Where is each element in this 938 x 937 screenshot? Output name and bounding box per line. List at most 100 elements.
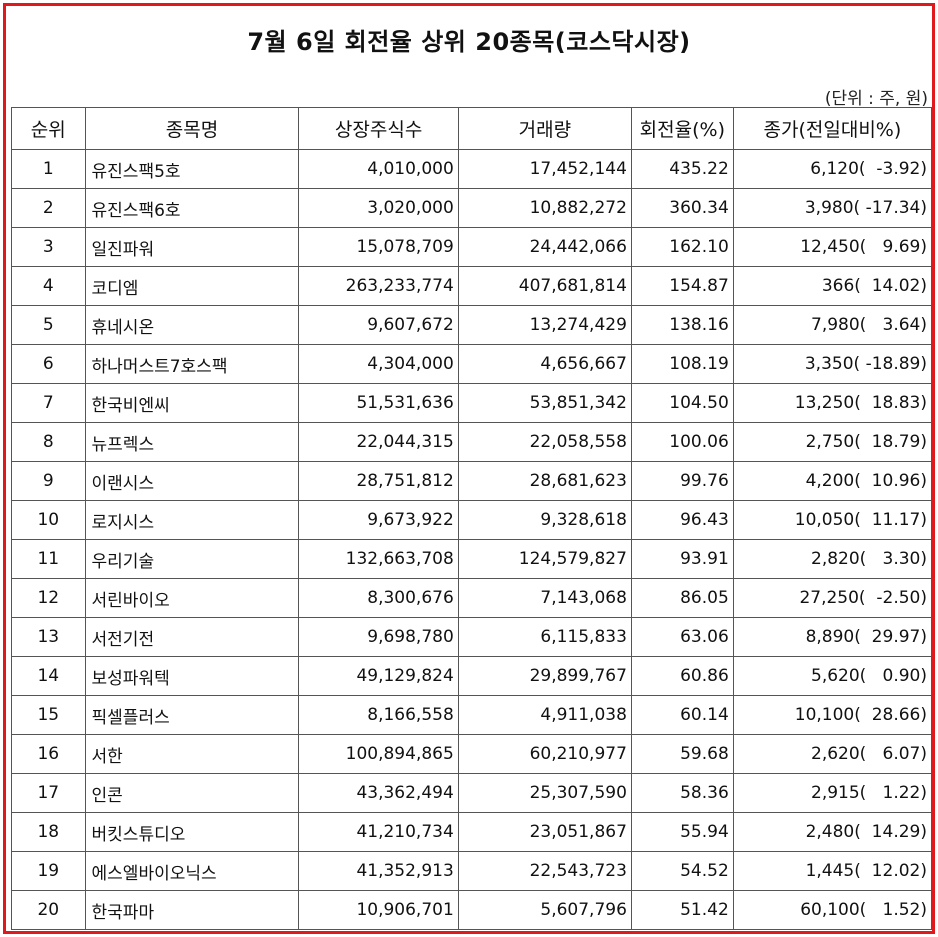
cell-close-change: 2,620( 6.07) (732, 734, 933, 774)
cell-volume: 53,851,342 (457, 383, 632, 423)
cell-turnover: 435.22 (630, 149, 734, 189)
cell-volume: 407,681,814 (457, 266, 632, 306)
header-close: 종가(전일대비%) (732, 107, 933, 150)
cell-volume: 25,307,590 (457, 773, 632, 813)
cell-listed-shares: 10,906,701 (298, 890, 459, 930)
cell-close-change: 60,100( 1.52) (732, 890, 933, 930)
cell-listed-shares: 263,233,774 (298, 266, 459, 306)
table-row: 5 휴네시온 9,607,672 13,274,429 138.16 7,980( 3.6… (11, 305, 933, 345)
cell-listed-shares: 41,210,734 (298, 812, 459, 852)
cell-close-change: 27,250( -2.50) (732, 578, 933, 618)
cell-turnover: 60.86 (630, 656, 734, 696)
cell-volume: 4,656,667 (457, 344, 632, 384)
cell-close-change: 10,100( 28.66) (732, 695, 933, 735)
table-row: 12 서린바이오 8,300,676 7,143,068 86.05 27,250( -2… (11, 578, 933, 618)
page-title: 7월 6일 회전율 상위 20종목(코스닥시장) (247, 28, 691, 56)
cell-turnover: 55.94 (630, 812, 734, 852)
cell-listed-shares: 8,166,558 (298, 695, 459, 735)
cell-rank: 17 (11, 773, 86, 813)
cell-close-change: 12,450( 9.69) (732, 227, 933, 267)
table-row: 19 에스엘바이오닉스 41,352,913 22,543,723 54.52 1,445… (11, 851, 933, 891)
cell-turnover: 59.68 (630, 734, 734, 774)
cell-close-change: 7,980( 3.64) (732, 305, 933, 345)
cell-volume: 124,579,827 (457, 539, 632, 579)
cell-rank: 2 (11, 188, 86, 228)
cell-turnover: 100.06 (630, 422, 734, 462)
cell-rank: 14 (11, 656, 86, 696)
unit-note: (단위 : 주, 원) (824, 89, 928, 109)
cell-turnover: 154.87 (630, 266, 734, 306)
cell-stock-name: 우리기술 (84, 539, 300, 579)
cell-listed-shares: 4,304,000 (298, 344, 459, 384)
cell-close-change: 3,980( -17.34) (732, 188, 933, 228)
cell-stock-name: 서전기전 (84, 617, 300, 657)
cell-rank: 3 (11, 227, 86, 267)
cell-volume: 13,274,429 (457, 305, 632, 345)
cell-rank: 10 (11, 500, 86, 540)
cell-stock-name: 하나머스트7호스팩 (84, 344, 300, 384)
cell-rank: 6 (11, 344, 86, 384)
cell-listed-shares: 28,751,812 (298, 461, 459, 501)
table-row: 20 한국파마 10,906,701 5,607,796 51.42 60,100( 1.… (11, 890, 933, 930)
cell-rank: 18 (11, 812, 86, 852)
cell-listed-shares: 9,607,672 (298, 305, 459, 345)
cell-volume: 17,452,144 (457, 149, 632, 189)
cell-stock-name: 인콘 (84, 773, 300, 813)
cell-stock-name: 유진스팩5호 (84, 149, 300, 189)
cell-turnover: 86.05 (630, 578, 734, 618)
header-turnover: 회전율(%) (630, 107, 734, 150)
cell-rank: 9 (11, 461, 86, 501)
cell-stock-name: 유진스팩6호 (84, 188, 300, 228)
table-header-row: 순위 종목명 상장주식수 거래량 회전율(%) 종가(전일대비%) (11, 107, 933, 150)
cell-stock-name: 코디엠 (84, 266, 300, 306)
cell-close-change: 10,050( 11.17) (732, 500, 933, 540)
cell-close-change: 366( 14.02) (732, 266, 933, 306)
cell-listed-shares: 49,129,824 (298, 656, 459, 696)
cell-close-change: 4,200( 10.96) (732, 461, 933, 501)
cell-close-change: 6,120( -3.92) (732, 149, 933, 189)
cell-rank: 5 (11, 305, 86, 345)
table-row: 10 로지시스 9,673,922 9,328,618 96.43 10,050( 11.… (11, 500, 933, 540)
cell-rank: 16 (11, 734, 86, 774)
table-row: 6 하나머스트7호스팩 4,304,000 4,656,667 108.19 3,350(… (11, 344, 933, 384)
cell-listed-shares: 51,531,636 (298, 383, 459, 423)
cell-stock-name: 서한 (84, 734, 300, 774)
cell-close-change: 2,915( 1.22) (732, 773, 933, 813)
cell-turnover: 93.91 (630, 539, 734, 579)
cell-rank: 12 (11, 578, 86, 618)
cell-rank: 7 (11, 383, 86, 423)
cell-stock-name: 한국파마 (84, 890, 300, 930)
cell-turnover: 108.19 (630, 344, 734, 384)
cell-rank: 8 (11, 422, 86, 462)
cell-rank: 19 (11, 851, 86, 891)
table-row: 7 한국비엔씨 51,531,636 53,851,342 104.50 13,250( … (11, 383, 933, 423)
cell-volume: 23,051,867 (457, 812, 632, 852)
cell-listed-shares: 8,300,676 (298, 578, 459, 618)
table-row: 4 코디엠 263,233,774 407,681,814 154.87 366( 14.… (11, 266, 933, 306)
cell-close-change: 5,620( 0.90) (732, 656, 933, 696)
header-rank: 순위 (11, 107, 86, 150)
table-row: 2 유진스팩6호 3,020,000 10,882,272 360.34 3,980( -… (11, 188, 933, 228)
cell-close-change: 1,445( 12.02) (732, 851, 933, 891)
cell-listed-shares: 100,894,865 (298, 734, 459, 774)
cell-volume: 22,543,723 (457, 851, 632, 891)
table-row: 15 픽셀플러스 8,166,558 4,911,038 60.14 10,100( 28… (11, 695, 933, 735)
cell-close-change: 2,750( 18.79) (732, 422, 933, 462)
header-volume: 거래량 (457, 107, 632, 150)
cell-turnover: 104.50 (630, 383, 734, 423)
cell-turnover: 162.10 (630, 227, 734, 267)
table-row: 13 서전기전 9,698,780 6,115,833 63.06 8,890( 29.9… (11, 617, 933, 657)
cell-rank: 15 (11, 695, 86, 735)
cell-listed-shares: 41,352,913 (298, 851, 459, 891)
header-name: 종목명 (84, 107, 300, 150)
cell-volume: 10,882,272 (457, 188, 632, 228)
cell-volume: 60,210,977 (457, 734, 632, 774)
cell-stock-name: 에스엘바이오닉스 (84, 851, 300, 891)
table-row: 11 우리기술 132,663,708 124,579,827 93.91 2,820( … (11, 539, 933, 579)
cell-stock-name: 보성파워텍 (84, 656, 300, 696)
cell-listed-shares: 132,663,708 (298, 539, 459, 579)
table-row: 14 보성파워텍 49,129,824 29,899,767 60.86 5,620( 0… (11, 656, 933, 696)
cell-stock-name: 휴네시온 (84, 305, 300, 345)
cell-close-change: 2,480( 14.29) (732, 812, 933, 852)
cell-stock-name: 서린바이오 (84, 578, 300, 618)
